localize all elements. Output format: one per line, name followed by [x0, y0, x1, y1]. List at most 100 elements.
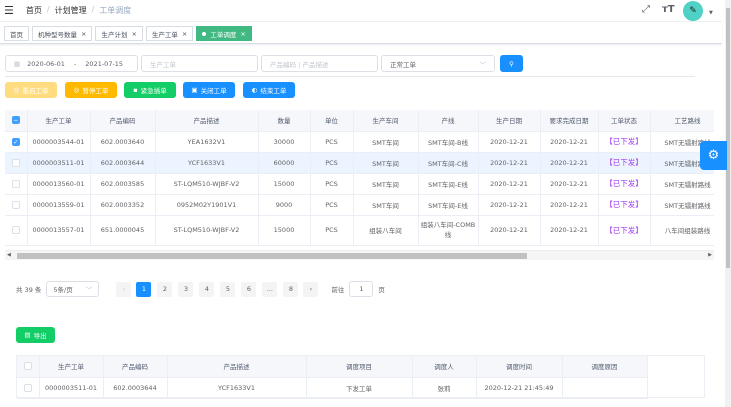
cell: 602.0003644 [103, 377, 168, 399]
col-unit: 单位 [310, 110, 354, 132]
log-table-row[interactable]: 0000003511-01 602.0003644 YCF1633V1 下发工单 张莉 2… [17, 377, 648, 399]
product-input[interactable]: 产品编码 | 产品描述 [261, 55, 378, 72]
cell: 0952M02Y1901V1 [155, 194, 259, 216]
cell: 【已下发】 [598, 152, 651, 174]
close-icon[interactable]: × [131, 29, 137, 38]
calendar-icon: ▦ [14, 59, 21, 68]
cell: 2020-12-21 [478, 173, 541, 195]
date-range-picker[interactable]: ▦ 2020-06-01 - 2021-07-15 [5, 55, 138, 72]
page-button[interactable]: 1 [136, 281, 152, 297]
table-row[interactable]: 0000013559-01 602.0003352 0952M02Y1901V1 90… [5, 194, 714, 216]
caret-down-icon[interactable]: ▼ [709, 10, 713, 16]
log-col-desc: 产品描述 [167, 356, 307, 378]
goto-page-input[interactable]: 1 [349, 281, 374, 297]
page-button[interactable]: 2 [157, 281, 173, 297]
table-row[interactable]: ✓ 0000003544-01 602.0003640 YEA1632V1 30000 P… [5, 131, 714, 153]
cell: SMT车间-E线 [418, 173, 479, 195]
table-row[interactable]: 0000013557-01 651.0000045 ST-LQM510-WJBF-V… [5, 215, 714, 246]
page-size-select[interactable]: 5条/页 ﹀ [46, 281, 100, 297]
row-checkbox[interactable] [23, 383, 32, 392]
cell: 八车间组装路线 [650, 215, 714, 246]
prev-page-button[interactable]: ‹ [116, 281, 132, 297]
log-table-header: 生产工单 产品编码 产品描述 调度项目 调度人 调度时间 调度原因 [17, 356, 648, 378]
total-count: 共 39 条 [16, 286, 42, 294]
close-order-button[interactable]: ▣ 关闭工单 [183, 82, 235, 98]
table-header: − 生产工单 产品编码 产品描述 数量 单位 生产车间 产线 生产日期 要求完成… [5, 110, 714, 132]
breadcrumb-current: 工单调度 [99, 6, 132, 15]
pause-button[interactable]: ◎ 暂停工单 [65, 82, 117, 98]
pause-icon: ◎ [73, 86, 80, 94]
page-button[interactable]: 8 [283, 281, 299, 297]
close-icon[interactable]: × [181, 29, 188, 38]
urgent-button[interactable]: ▪ 紧急插单 [124, 82, 176, 98]
cell: 15000 [258, 215, 311, 246]
fullscreen-icon[interactable]: ⤢ [642, 4, 650, 15]
page-button[interactable]: ... [262, 281, 278, 297]
cell: SMT无镭射路线 [650, 152, 714, 174]
cell: 651.0000045 [90, 215, 156, 246]
next-page-button[interactable]: › [303, 281, 319, 297]
search-button[interactable]: ⚲ [500, 55, 523, 72]
chevron-down-icon: ﹀ [479, 60, 487, 69]
tag-home[interactable]: 首页 [4, 26, 29, 41]
row-checkbox[interactable] [11, 226, 20, 234]
breadcrumb-home[interactable]: 首页 [25, 6, 42, 15]
page-button[interactable]: 3 [178, 281, 194, 297]
font-size-icon[interactable]: тT [662, 4, 675, 15]
col-status: 工单状态 [598, 110, 651, 132]
col-qty: 数量 [258, 110, 311, 132]
col-code: 产品编码 [90, 110, 156, 132]
log-col-reason: 调度原因 [562, 356, 648, 378]
cell: 【已下发】 [598, 215, 651, 246]
horizontal-scrollbar[interactable]: ◀ ▶ [5, 250, 714, 260]
close-icon[interactable]: × [240, 29, 246, 38]
cell: PCS [310, 194, 354, 216]
cell: SMT车间-E线 [418, 194, 479, 216]
search-icon: ⚲ [509, 59, 514, 68]
cell: SMT无镭射路线 [650, 173, 714, 195]
page-button[interactable]: 4 [199, 281, 215, 297]
cell: ST-LQM510-WJBF-V2 [155, 215, 259, 246]
dispatch-log-table: 生产工单 产品编码 产品描述 调度项目 调度人 调度时间 调度原因 000000… [16, 355, 705, 399]
cell: PCS [310, 131, 354, 153]
row-checkbox[interactable] [11, 200, 20, 209]
cell: SMT车间 [353, 131, 419, 153]
cell: PCS [310, 152, 354, 174]
tag-order[interactable]: 生产工单 × [145, 26, 194, 41]
finish-order-button[interactable]: ◐ 结束工单 [243, 82, 295, 98]
hamburger-icon[interactable]: ☰ [4, 4, 14, 17]
page-button[interactable]: 6 [241, 281, 257, 297]
order-type-select[interactable]: 正常工单 ﹀ [381, 55, 495, 72]
settings-float-button[interactable]: ⚙ [700, 141, 727, 170]
tag-model[interactable]: 机种型号数量 × [32, 26, 93, 41]
cell: 0000013557-01 [27, 215, 91, 246]
cell: YEA1632V1 [155, 131, 259, 153]
restart-button[interactable]: ◎ 重启工单 [5, 82, 57, 98]
cell: 0000003511-01 [39, 377, 104, 399]
cell: 15000 [258, 173, 311, 195]
cell: 【已下发】 [598, 194, 651, 216]
table-row[interactable]: 0000003511-01 602.0003644 YCF1633V1 60000 PC… [5, 152, 714, 174]
row-checkbox[interactable]: ✓ [11, 137, 20, 146]
log-select-all-checkbox[interactable] [23, 362, 32, 371]
cell: 2020-12-21 21:45:49 [476, 377, 563, 399]
row-checkbox[interactable] [11, 158, 20, 167]
cell: SMT车间-C线 [418, 152, 479, 174]
table-row[interactable]: 0000013560-01 602.0003585 ST-LQM510-WJBF-V… [5, 173, 714, 195]
avatar[interactable]: ✎ [683, 1, 703, 21]
play-icon: ◎ [13, 86, 20, 94]
breadcrumb-plan[interactable]: 计划管理 [54, 6, 87, 15]
select-all-checkbox[interactable]: − [11, 116, 20, 125]
export-button[interactable]: ▤ 导出 [16, 327, 55, 343]
cell: 0000013560-01 [27, 173, 91, 195]
page-scrollbar[interactable] [725, 0, 731, 407]
close-icon[interactable]: × [81, 29, 87, 38]
order-input[interactable]: 生产工单 [141, 55, 258, 72]
page-button[interactable]: 5 [220, 281, 236, 297]
log-col-person: 调度人 [412, 356, 477, 378]
cell: SMT车间 [353, 194, 419, 216]
tag-plan[interactable]: 生产计划 × [95, 26, 143, 41]
log-col-order: 生产工单 [39, 356, 104, 378]
row-checkbox[interactable] [11, 179, 20, 188]
tag-dispatch[interactable]: 工单调度 × [196, 26, 252, 41]
